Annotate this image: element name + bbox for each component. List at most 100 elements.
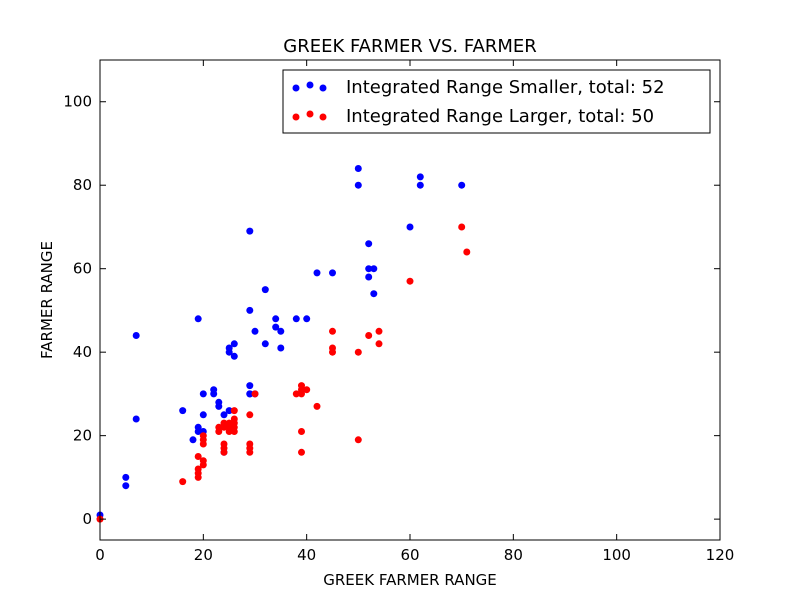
data-point-smaller — [261, 286, 269, 294]
data-point-smaller — [251, 327, 259, 335]
x-tick-label: 40 — [297, 546, 316, 564]
y-axis-label: FARMER RANGE — [38, 241, 56, 359]
y-tick-label: 60 — [73, 260, 92, 278]
data-point-larger — [215, 423, 223, 431]
data-point-larger — [329, 348, 336, 356]
data-point-smaller — [261, 340, 269, 348]
data-point-smaller — [179, 407, 187, 415]
data-point-larger — [225, 428, 233, 435]
data-point-smaller — [220, 411, 228, 419]
data-point-smaller — [272, 323, 280, 331]
data-point-larger — [298, 448, 305, 456]
data-point-larger — [375, 340, 383, 348]
x-tick-label: 120 — [706, 546, 735, 564]
y-tick-label: 40 — [73, 343, 92, 361]
data-point-smaller — [225, 348, 233, 356]
legend-marker — [292, 84, 300, 92]
data-point-smaller — [215, 402, 223, 410]
data-point-larger — [199, 461, 207, 469]
data-point-larger — [365, 332, 373, 339]
chart-title: GREEK FARMER VS. FARMER — [283, 36, 537, 57]
data-point-smaller — [246, 227, 254, 235]
y-tick-label: 80 — [73, 176, 92, 194]
legend-entry-larger: Integrated Range Larger, total: 50 — [292, 106, 654, 127]
data-point-smaller — [354, 165, 362, 172]
data-point-larger — [220, 419, 228, 427]
data-point-larger — [303, 386, 311, 394]
data-point-larger — [220, 444, 228, 452]
data-point-larger — [406, 277, 414, 285]
data-point-larger — [251, 390, 259, 398]
data-point-larger — [179, 478, 187, 486]
data-point-larger — [298, 386, 305, 394]
legend: Integrated Range Smaller, total: 52 Inte… — [282, 69, 711, 134]
y-tick-label: 100 — [63, 93, 92, 111]
data-point-larger — [354, 436, 362, 444]
data-point-smaller — [277, 327, 285, 335]
legend-marker — [319, 113, 327, 121]
data-point-larger — [199, 440, 207, 448]
data-point-smaller — [230, 352, 238, 360]
data-point-smaller — [458, 181, 466, 189]
legend-marker — [319, 84, 327, 92]
legend-entry-smaller: Integrated Range Smaller, total: 52 — [292, 77, 665, 98]
x-tick-label: 20 — [194, 546, 213, 564]
data-point-smaller — [132, 332, 140, 339]
data-point-smaller — [303, 315, 311, 323]
points-layer — [96, 165, 471, 523]
data-point-larger — [194, 453, 202, 460]
legend-label-larger: Integrated Range Larger, total: 50 — [346, 106, 654, 127]
legend-label-smaller: Integrated Range Smaller, total: 52 — [346, 77, 665, 98]
data-point-smaller — [194, 428, 202, 435]
data-point-smaller — [225, 407, 233, 415]
x-tick-label: 100 — [602, 546, 631, 564]
data-point-smaller — [272, 315, 280, 323]
data-point-smaller — [210, 390, 218, 398]
data-point-smaller — [199, 390, 207, 398]
data-point-smaller — [246, 382, 254, 390]
data-point-smaller — [230, 340, 238, 348]
legend-marker — [306, 81, 314, 89]
data-point-larger — [230, 415, 238, 423]
legend-box — [282, 69, 711, 134]
data-point-smaller — [370, 265, 378, 273]
data-point-smaller — [122, 482, 130, 490]
data-point-larger — [292, 390, 300, 398]
data-point-larger — [329, 327, 336, 335]
data-point-larger — [458, 223, 466, 231]
data-point-larger — [298, 428, 305, 435]
x-tick-label: 0 — [95, 546, 105, 564]
data-point-smaller — [329, 269, 336, 277]
data-point-smaller — [194, 315, 202, 323]
data-point-smaller — [292, 315, 300, 323]
data-point-smaller — [132, 415, 140, 423]
data-point-smaller — [416, 181, 424, 189]
legend-marker — [292, 113, 300, 121]
data-point-smaller — [365, 240, 373, 248]
data-point-smaller — [370, 290, 378, 298]
data-point-larger — [375, 327, 383, 335]
data-point-larger — [230, 423, 238, 431]
x-axis-label: GREEK FARMER RANGE — [323, 571, 497, 589]
x-tick-label: 60 — [400, 546, 419, 564]
data-point-larger — [230, 407, 238, 415]
data-point-smaller — [189, 436, 197, 444]
y-tick-label: 0 — [82, 510, 92, 528]
data-point-smaller — [122, 473, 130, 481]
data-point-smaller — [406, 223, 414, 231]
data-point-larger — [194, 469, 202, 477]
data-point-smaller — [354, 181, 362, 189]
legend-marker — [306, 110, 314, 118]
data-point-larger — [246, 411, 254, 419]
data-point-smaller — [365, 265, 373, 273]
data-point-larger — [313, 402, 321, 410]
data-point-smaller — [416, 173, 424, 181]
data-point-smaller — [277, 344, 285, 352]
data-point-larger — [246, 444, 254, 452]
data-point-smaller — [313, 269, 321, 277]
y-tick-label: 20 — [73, 427, 92, 445]
ticks-layer: 0 20 40 60 80 100 120 0 20 40 60 80 100 — [63, 60, 734, 564]
data-point-larger — [463, 248, 471, 256]
data-point-smaller — [365, 273, 373, 281]
